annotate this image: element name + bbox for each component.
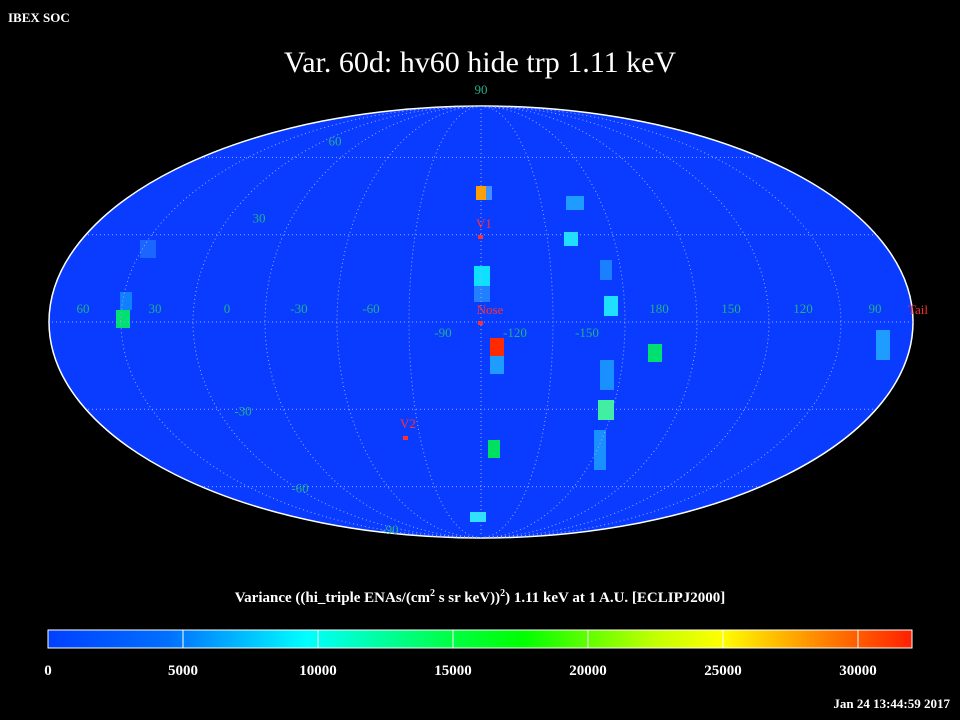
pixel: [604, 296, 618, 316]
org-label: IBEX SOC: [8, 10, 70, 25]
lon-label: 0: [224, 301, 231, 316]
label-sup: 2: [430, 588, 435, 599]
meridian: [480, 106, 554, 538]
pixel: [486, 186, 492, 200]
markers: V1 Nose V2 Tail: [400, 216, 928, 440]
lat-label: 90: [475, 82, 488, 97]
pixel: [598, 400, 614, 420]
colorbar-label: Variance ((hi_triple ENAs/(cm2 s sr keV)…: [235, 588, 726, 606]
colorbar-tick-label: 0: [44, 663, 52, 679]
lon-label: 150: [721, 301, 741, 316]
pixel: [648, 344, 662, 362]
colorbar-ticks: 0 5000 10000 15000 20000 25000 30000: [44, 630, 877, 679]
lon-label: 90: [869, 301, 882, 316]
pixel: [594, 430, 606, 470]
lon-label: -150: [575, 325, 599, 340]
colorbar: [47, 629, 913, 649]
meridian: [480, 106, 626, 538]
marker-label: V1: [476, 216, 492, 231]
title: Var. 60d: hv60 hide trp 1.11 keV: [284, 46, 677, 79]
meridian: [408, 106, 482, 538]
lat-label: -30: [234, 403, 251, 418]
lon-label: 60: [77, 301, 90, 316]
pixel: [474, 286, 490, 302]
marker-label: V2: [400, 416, 416, 431]
colorbar-tick-label: 5000: [168, 663, 198, 679]
lat-label: -60: [291, 481, 308, 496]
pixel: [116, 310, 130, 328]
lon-label: -90: [434, 325, 451, 340]
marker-dot: [478, 235, 483, 239]
meridian: [336, 106, 482, 538]
lon-label: 30: [149, 301, 162, 316]
marker-dot: [478, 321, 483, 325]
lon-label: 120: [793, 301, 813, 316]
pixel: [876, 330, 890, 360]
lon-label: -30: [290, 301, 307, 316]
lon-label: -60: [362, 301, 379, 316]
colorbar-tick-label: 30000: [839, 663, 877, 679]
pixel: [490, 356, 504, 374]
lon-label: 180: [649, 301, 669, 316]
lat-label: -90: [381, 522, 398, 537]
pixel: [474, 266, 490, 286]
pixel: [600, 260, 612, 280]
marker-dot: [403, 436, 408, 440]
grid-labels: 90 60 30 -30 -60 -90 60 30 0 -30 -60 -90 -120 -150 180…: [77, 82, 882, 537]
colorbar-tick-label: 25000: [704, 663, 742, 679]
meridian: [480, 106, 842, 538]
marker-label: Tail: [908, 302, 928, 317]
lat-label: 60: [329, 133, 342, 148]
label-part: s sr keV)): [435, 590, 500, 606]
pixel: [140, 240, 156, 258]
pixel: [470, 512, 486, 522]
colorbar-tick-label: 15000: [434, 663, 472, 679]
meridian: [120, 106, 482, 538]
label-part: Variance ((hi_triple ENAs/(cm: [235, 590, 431, 606]
pixel: [566, 196, 584, 210]
label-sup: 2: [500, 588, 505, 599]
marker-label: Nose: [477, 302, 504, 317]
pixel: [490, 338, 504, 356]
pixel: [600, 360, 614, 390]
timestamp: Jan 24 13:44:59 2017: [833, 696, 950, 711]
lat-label: 30: [253, 211, 266, 226]
pixel: [564, 232, 578, 246]
label-part: ) 1.11 keV at 1 A.U. [ECLIPJ2000]: [505, 590, 725, 606]
colorbar-tick-label: 10000: [299, 663, 337, 679]
pixel: [120, 292, 132, 310]
lon-label: -120: [503, 325, 527, 340]
pixel: [488, 440, 500, 458]
colorbar-tick-label: 20000: [569, 663, 607, 679]
